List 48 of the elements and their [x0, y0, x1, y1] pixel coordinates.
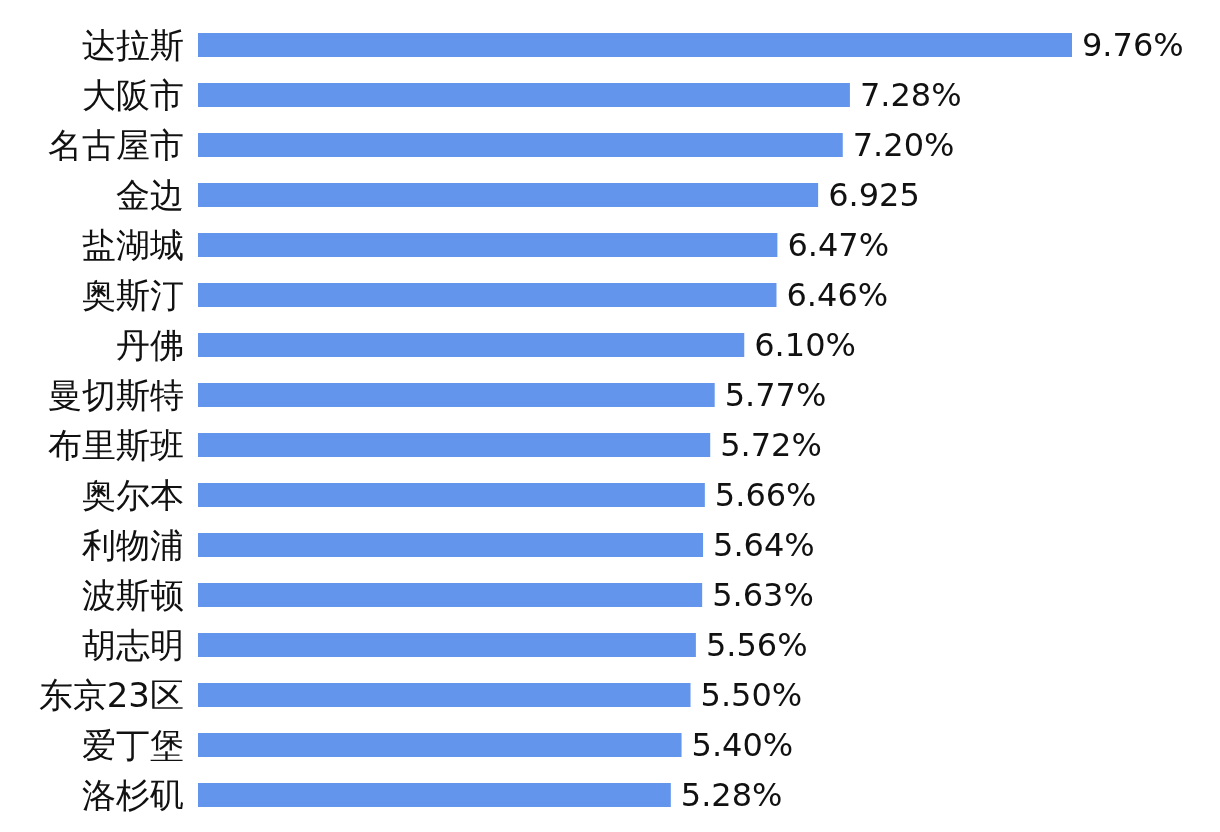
- y-tick-label: 金边: [116, 175, 184, 215]
- bar: [198, 733, 682, 757]
- y-tick-label: 曼切斯特: [48, 375, 184, 415]
- data-label: 7.28%: [859, 76, 962, 114]
- y-tick-label: 奥尔本: [82, 475, 184, 515]
- data-label: 5.28%: [680, 776, 783, 814]
- y-tick-label: 布里斯班: [48, 425, 184, 465]
- data-label: 7.20%: [852, 126, 955, 164]
- y-tick-label: 爱丁堡: [82, 725, 184, 765]
- bar: [198, 433, 711, 457]
- data-label: 5.63%: [712, 576, 814, 614]
- data-label: 6.925: [828, 176, 920, 214]
- data-label: 5.77%: [724, 376, 827, 414]
- y-tick-label: 盐湖城: [82, 225, 184, 265]
- y-tick-label: 东京23区: [38, 675, 184, 715]
- data-label: 5.64%: [713, 526, 815, 564]
- data-label: 5.56%: [705, 626, 808, 664]
- y-tick-label: 奥斯汀: [82, 275, 184, 315]
- y-tick-label: 达拉斯: [82, 25, 184, 65]
- bar: [198, 783, 671, 807]
- y-tick-label: 丹佛: [116, 325, 184, 365]
- bar: [198, 83, 850, 107]
- bar: [198, 283, 777, 307]
- data-label: 6.47%: [787, 226, 890, 264]
- data-label: 5.50%: [700, 676, 803, 714]
- y-tick-label: 利物浦: [82, 525, 184, 565]
- y-tick-label: 胡志明: [82, 625, 184, 665]
- data-label: 5.40%: [691, 726, 794, 764]
- bar: [198, 183, 819, 207]
- bar: [198, 483, 705, 507]
- data-label: 9.76%: [1082, 26, 1184, 64]
- y-tick-label: 大阪市: [82, 75, 184, 115]
- bar: [198, 383, 715, 407]
- bar: [198, 233, 778, 257]
- data-label: 5.66%: [714, 476, 817, 514]
- data-label: 6.10%: [754, 326, 856, 364]
- data-label: 6.46%: [786, 276, 889, 314]
- bar: [198, 333, 745, 357]
- y-tick-label: 洛杉矶: [82, 775, 184, 815]
- bar: [198, 533, 704, 557]
- bar: [198, 33, 1072, 57]
- bar: [198, 133, 843, 157]
- bar: [198, 633, 696, 657]
- data-label: 5.72%: [720, 426, 822, 464]
- bar: [198, 683, 691, 707]
- y-tick-label: 名古屋市: [48, 125, 184, 165]
- y-tick-label: 波斯顿: [82, 575, 184, 615]
- bar: [198, 583, 703, 607]
